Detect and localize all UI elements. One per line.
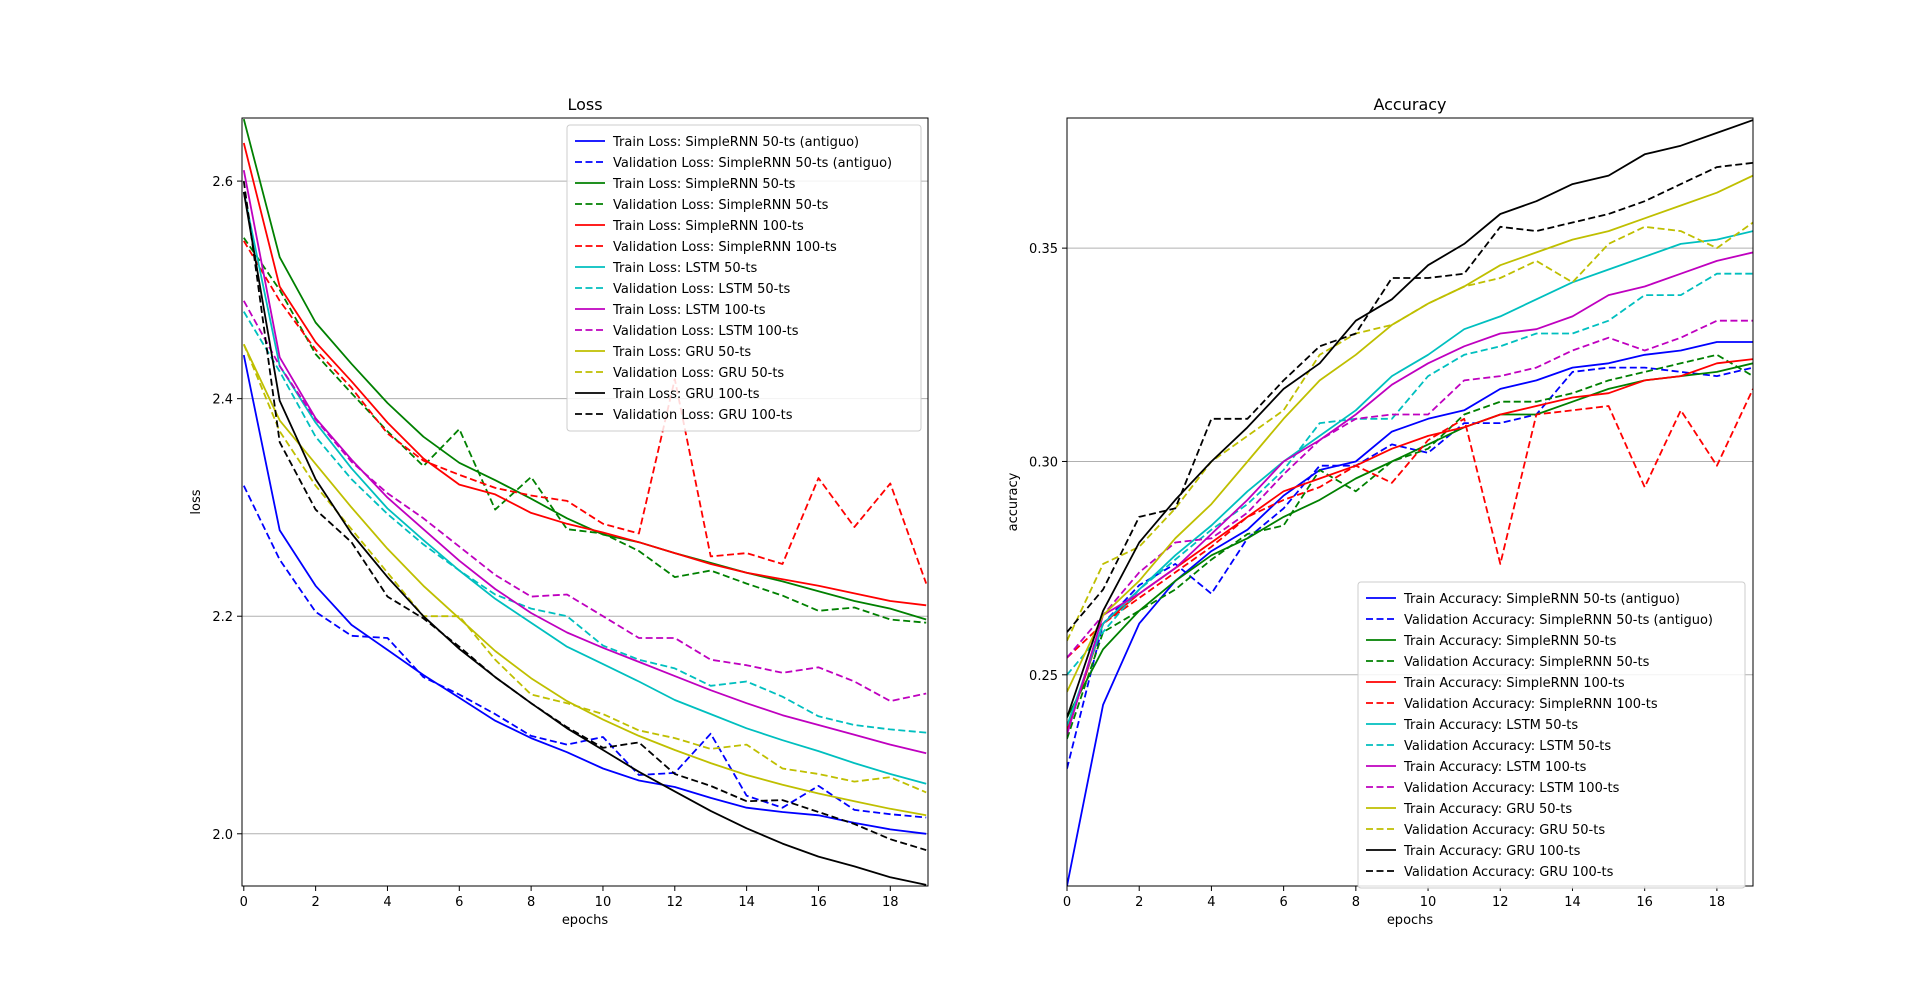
legend-label: Validation Accuracy: SimpleRNN 50-ts: [1404, 655, 1650, 670]
y-tick-label: 0.35: [1029, 242, 1058, 257]
legend-label: Validation Accuracy: SimpleRNN 50-ts (an…: [1404, 613, 1713, 628]
series-line: [1067, 221, 1753, 642]
series-line: [242, 343, 927, 817]
legend-label: Train Accuracy: SimpleRNN 100-ts: [1403, 676, 1625, 691]
legend-label: Validation Accuracy: GRU 50-ts: [1404, 823, 1605, 838]
legend-label: Validation Accuracy: LSTM 50-ts: [1404, 739, 1611, 754]
x-tick-label: 14: [1564, 895, 1581, 910]
series-line: [242, 191, 927, 886]
x-tick-label: 10: [1420, 895, 1437, 910]
x-tick-label: 16: [810, 895, 827, 910]
legend: Train Accuracy: SimpleRNN 50-ts (antiguo…: [1357, 581, 1746, 889]
legend-label: Validation Accuracy: SimpleRNN 100-ts: [1404, 697, 1658, 712]
y-tick-label: 2.0: [212, 828, 233, 843]
series-line: [1067, 388, 1753, 659]
legend-label: Validation Loss: SimpleRNN 100-ts: [613, 240, 837, 255]
chart-panel-0: 0 2 4 6 8 10 12 14 16 18 2.0 2.2 2.4 2.6 Loss epochs los…: [189, 95, 929, 928]
series-line: [1067, 319, 1753, 659]
series-line: [243, 237, 927, 624]
series-line: [1067, 358, 1753, 731]
legend-label: Train Accuracy: SimpleRNN 50-ts (antiguo…: [1403, 592, 1680, 607]
x-tick-label: 0: [1063, 895, 1071, 910]
legend-label: Train Loss: GRU 100-ts: [612, 387, 760, 402]
legend-label: Train Accuracy: GRU 50-ts: [1403, 802, 1572, 817]
series-line: [242, 142, 927, 607]
series-line: [1067, 230, 1753, 727]
legend-label: Validation Loss: SimpleRNN 50-ts (antigu…: [613, 156, 892, 171]
series-lines: [242, 118, 928, 886]
legend-label: Validation Loss: SimpleRNN 50-ts: [613, 198, 829, 213]
y-tick-label: 0.30: [1029, 455, 1058, 470]
series-line: [243, 311, 927, 734]
chart-panel-1: 0 2 4 6 8 10 12 14 16 18 0.25 0.30 0.35 Accuracy epoch…: [1006, 95, 1754, 928]
legend-box: [566, 124, 922, 432]
legend-label: Validation Accuracy: GRU 100-ts: [1404, 865, 1614, 880]
legend-label: Train Loss: SimpleRNN 50-ts (antiguo): [612, 135, 859, 150]
legend-label: Validation Loss: GRU 100-ts: [613, 408, 793, 423]
series-line: [242, 485, 927, 819]
series-line: [1067, 161, 1753, 633]
series-line: [1067, 251, 1753, 735]
x-tick-label: 0: [240, 895, 248, 910]
x-tick-label: 8: [527, 895, 535, 910]
series-line: [242, 354, 927, 835]
x-tick-label: 12: [1492, 895, 1509, 910]
x-tick-label: 18: [1709, 895, 1726, 910]
series-lines: [1067, 119, 1753, 886]
legend-label: Train Loss: SimpleRNN 100-ts: [612, 219, 804, 234]
series-line: [242, 191, 927, 785]
legend-label: Train Loss: SimpleRNN 50-ts: [612, 177, 796, 192]
chart-title: Accuracy: [1373, 95, 1446, 114]
legend-label: Train Accuracy: SimpleRNN 50-ts: [1403, 634, 1617, 649]
legend-box: [1357, 581, 1746, 889]
legend-label: Train Accuracy: LSTM 100-ts: [1403, 760, 1587, 775]
legend-label: Train Loss: LSTM 50-ts: [612, 261, 757, 276]
x-tick-label: 16: [1636, 895, 1653, 910]
x-tick-label: 4: [383, 895, 391, 910]
x-tick-label: 2: [311, 895, 319, 910]
series-line: [242, 343, 927, 794]
series-line: [243, 300, 927, 702]
y-axis-label: accuracy: [1006, 472, 1021, 531]
x-tick-label: 18: [882, 895, 899, 910]
plot-frame: [241, 117, 929, 887]
y-tick-label: 2.6: [212, 175, 233, 190]
series-line: [1067, 272, 1753, 676]
x-tick-label: 6: [455, 895, 463, 910]
x-tick-label: 12: [667, 895, 684, 910]
legend-label: Train Loss: GRU 50-ts: [612, 345, 751, 360]
legend-label: Validation Loss: GRU 50-ts: [613, 366, 784, 381]
legend-label: Train Accuracy: LSTM 50-ts: [1403, 718, 1578, 733]
series-line: [243, 240, 928, 584]
chart-title: Loss: [567, 95, 602, 114]
y-tick-label: 0.25: [1029, 669, 1058, 684]
legend-label: Train Loss: LSTM 100-ts: [612, 303, 766, 318]
x-tick-label: 8: [1352, 895, 1360, 910]
series-line: [242, 180, 927, 851]
x-axis-label: epochs: [562, 913, 609, 928]
x-tick-label: 14: [738, 895, 755, 910]
x-tick-label: 6: [1279, 895, 1287, 910]
series-line: [242, 118, 927, 621]
legend-label: Validation Loss: LSTM 100-ts: [613, 324, 799, 339]
series-line: [1067, 174, 1753, 693]
y-tick-label: 2.4: [212, 393, 233, 408]
x-axis-label: epochs: [1387, 913, 1434, 928]
x-tick-label: 4: [1207, 895, 1215, 910]
y-axis-label: loss: [189, 489, 204, 514]
x-tick-label: 2: [1135, 895, 1143, 910]
y-tick-label: 2.2: [212, 610, 233, 625]
series-line: [1067, 353, 1753, 740]
legend: Train Loss: SimpleRNN 50-ts (antiguo) Val…: [566, 124, 922, 432]
legend-label: Validation Accuracy: LSTM 100-ts: [1404, 781, 1620, 796]
x-tick-label: 10: [595, 895, 612, 910]
legend-label: Validation Loss: LSTM 50-ts: [613, 282, 790, 297]
legend-label: Train Accuracy: GRU 100-ts: [1403, 844, 1581, 859]
